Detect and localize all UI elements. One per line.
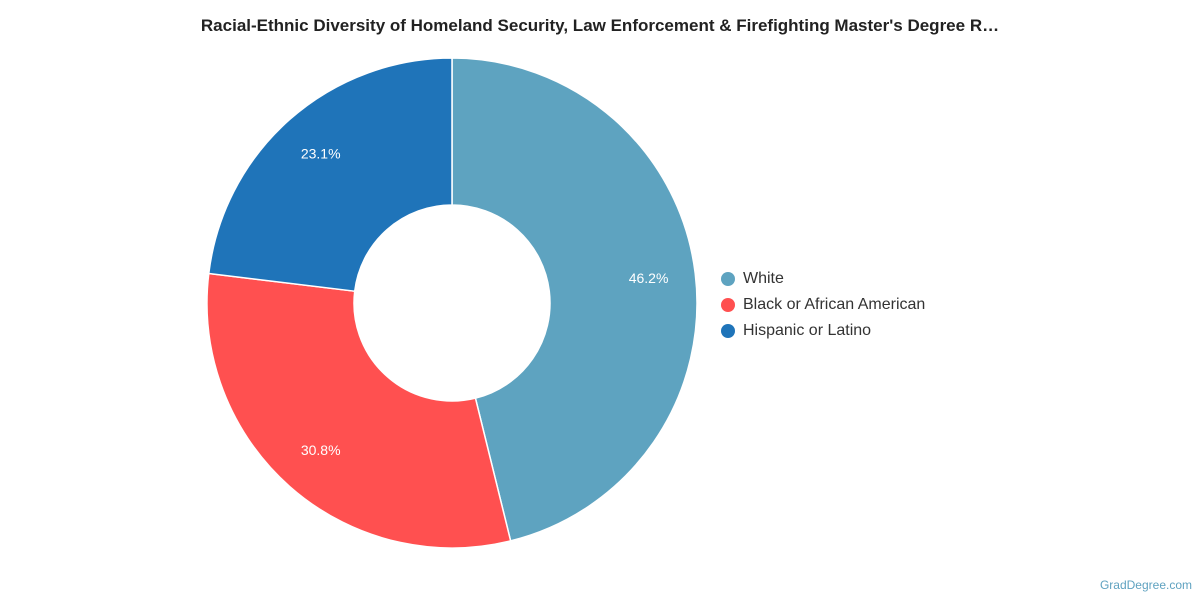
legend-swatch-icon [721,298,735,312]
chart-legend: White Black or African American Hispanic o… [721,266,925,344]
legend-item-black-or-african-american[interactable]: Black or African American [721,292,925,318]
legend-label: Hispanic or Latino [743,322,872,339]
slice-black-or-african-american[interactable] [206,272,512,549]
legend-item-white[interactable]: White [721,266,925,292]
legend-item-hispanic-or-latino[interactable]: Hispanic or Latino [721,318,925,344]
legend-label: White [743,270,784,287]
source-credit[interactable]: GradDegree.com [1099,578,1192,592]
data-label-hispanic-or-latino: 23.1% [301,145,341,161]
slice-white[interactable] [451,57,698,542]
data-label-white: 46.2% [629,270,669,286]
data-label-black-or-african-american: 30.8% [301,442,341,458]
chart-title: Racial-Ethnic Diversity of Homeland Secu… [200,16,1000,35]
slice-hispanic-or-latino[interactable] [207,57,453,293]
legend-swatch-icon [721,272,735,286]
legend-swatch-icon [721,324,735,338]
legend-label: Black or African American [743,296,926,313]
